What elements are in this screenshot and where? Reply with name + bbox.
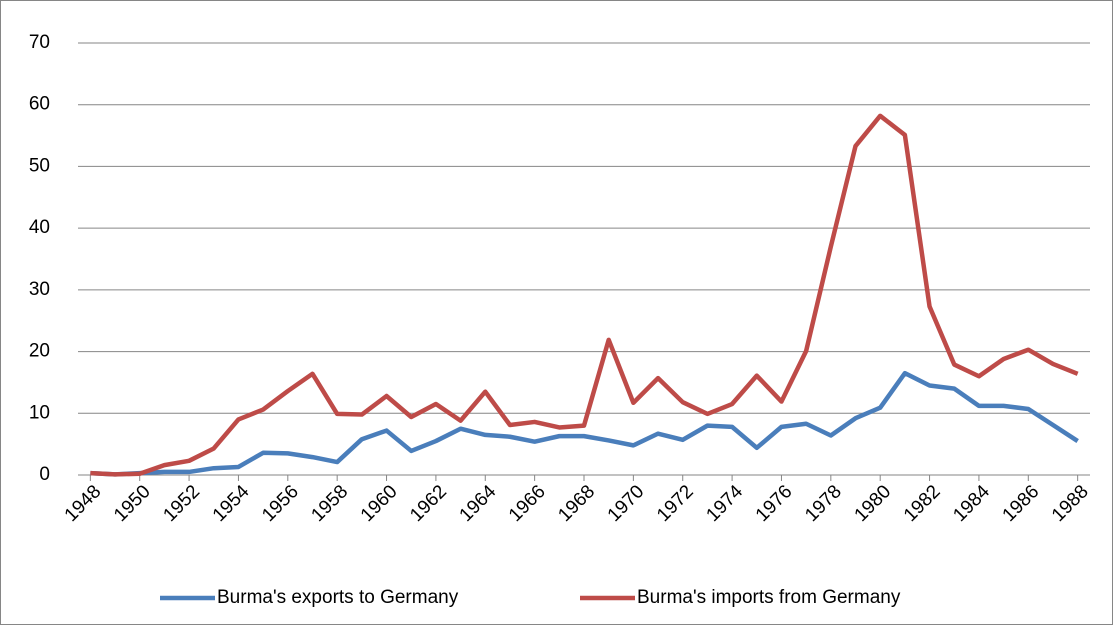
y-tick-label: 60 — [29, 94, 50, 115]
series-line — [90, 370, 1079, 477]
y-tick-label: 0 — [39, 464, 50, 485]
y-tick-label: 40 — [29, 217, 50, 238]
y-tick-label: 10 — [29, 402, 50, 423]
y-tick-label: 20 — [29, 341, 50, 362]
y-tick-label: 50 — [29, 155, 50, 176]
y-tick-label: 30 — [29, 279, 50, 300]
legend-label: Burma's exports to Germany — [217, 587, 459, 608]
legend-label: Burma's imports from Germany — [637, 587, 901, 608]
series-line — [90, 113, 1079, 477]
y-tick-label: 70 — [29, 32, 50, 53]
